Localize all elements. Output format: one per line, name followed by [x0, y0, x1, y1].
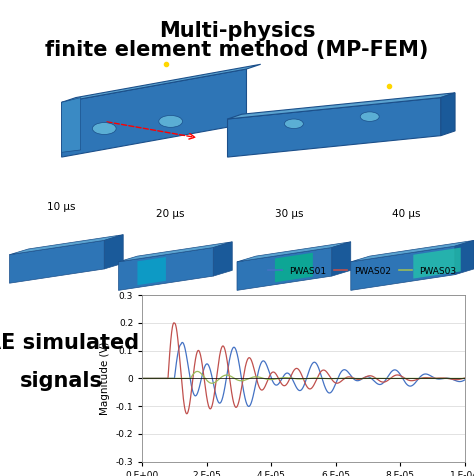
PWAS02 [139, 376, 145, 381]
Polygon shape [137, 257, 166, 285]
PWAS03 [194, 368, 200, 374]
PWAS01 [139, 376, 145, 381]
PWAS03 [139, 376, 145, 381]
Text: finite element method (MP-FEM): finite element method (MP-FEM) [46, 40, 428, 60]
Polygon shape [332, 242, 351, 276]
Y-axis label: Magnitude (V): Magnitude (V) [100, 342, 110, 415]
PWAS01 [421, 371, 427, 377]
Polygon shape [413, 248, 461, 278]
Polygon shape [228, 98, 441, 157]
Circle shape [360, 112, 379, 121]
Polygon shape [118, 242, 232, 262]
PWAS02 [462, 375, 467, 381]
PWAS01 [180, 339, 185, 345]
PWAS02 [176, 349, 182, 355]
Polygon shape [441, 93, 455, 136]
Polygon shape [62, 98, 81, 152]
Line: PWAS03: PWAS03 [142, 371, 465, 383]
Text: 10 μs: 10 μs [47, 202, 76, 212]
Text: 20 μs: 20 μs [156, 209, 185, 219]
PWAS01 [195, 388, 201, 394]
PWAS01 [277, 379, 283, 385]
Polygon shape [228, 93, 455, 119]
PWAS03 [176, 376, 182, 381]
Polygon shape [62, 64, 261, 102]
Circle shape [159, 116, 182, 127]
PWAS03 [263, 376, 269, 382]
Polygon shape [118, 248, 213, 290]
Polygon shape [104, 235, 123, 269]
Polygon shape [351, 240, 474, 262]
Text: 30 μs: 30 μs [275, 209, 303, 219]
PWAS01 [263, 361, 269, 367]
PWAS02 [184, 411, 190, 416]
Polygon shape [275, 253, 313, 282]
PWAS03 [209, 380, 215, 386]
Text: 40 μs: 40 μs [392, 209, 420, 219]
PWAS03 [462, 376, 467, 381]
Text: signals: signals [20, 371, 103, 391]
Polygon shape [455, 240, 474, 275]
Polygon shape [351, 246, 455, 290]
Polygon shape [9, 240, 104, 283]
PWAS02 [171, 320, 177, 326]
Text: Multi-physics: Multi-physics [159, 21, 315, 41]
Polygon shape [62, 69, 246, 157]
Polygon shape [9, 235, 123, 255]
PWAS03 [195, 369, 201, 375]
Line: PWAS02: PWAS02 [142, 323, 465, 414]
PWAS02 [421, 375, 427, 380]
PWAS01 [456, 378, 461, 384]
PWAS03 [277, 375, 283, 381]
PWAS03 [421, 376, 427, 381]
Line: PWAS01: PWAS01 [142, 342, 465, 407]
Polygon shape [237, 248, 332, 290]
PWAS02 [263, 381, 269, 387]
PWAS03 [456, 376, 461, 381]
PWAS02 [277, 378, 283, 384]
PWAS02 [195, 347, 201, 353]
PWAS02 [456, 377, 461, 382]
Polygon shape [237, 242, 351, 262]
Polygon shape [213, 242, 232, 276]
PWAS01 [462, 377, 467, 383]
Legend: PWAS01, PWAS02, PWAS03: PWAS01, PWAS02, PWAS03 [265, 263, 460, 279]
Text: AE simulated: AE simulated [0, 333, 139, 353]
Circle shape [92, 123, 116, 134]
PWAS01 [176, 346, 182, 351]
PWAS01 [246, 404, 252, 409]
Circle shape [284, 119, 303, 129]
